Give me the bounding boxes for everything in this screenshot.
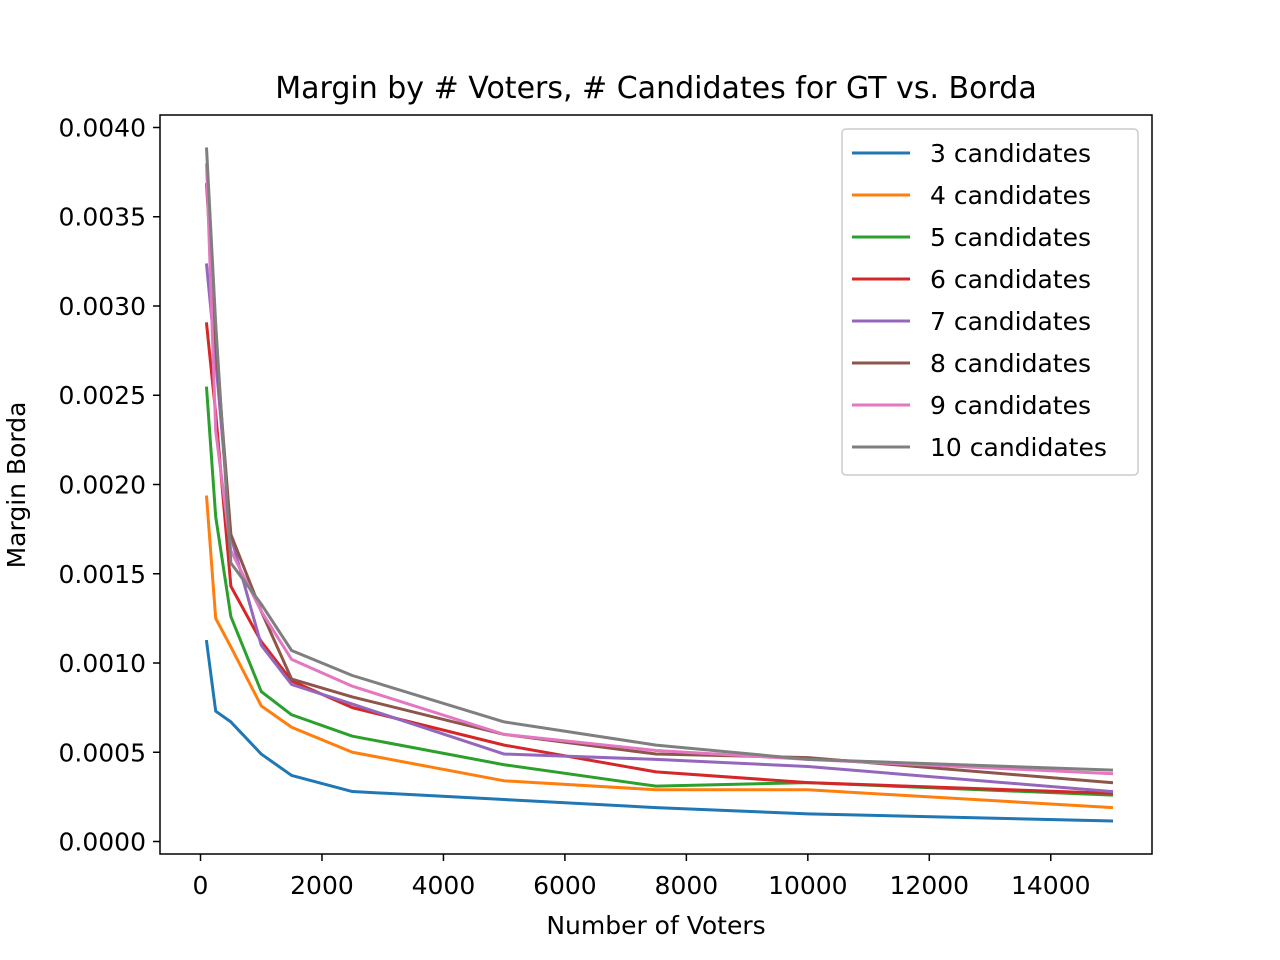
- y-tick-label: 0.0025: [59, 381, 146, 410]
- x-tick-label: 6000: [533, 871, 597, 900]
- y-tick-label: 0.0000: [59, 828, 146, 857]
- y-tick-label: 0.0010: [59, 649, 146, 678]
- series-line-8: [205, 147, 1114, 772]
- series-line-7: [205, 163, 1114, 776]
- series-line-2: [204, 495, 1114, 810]
- legend-label: 8 candidates: [930, 349, 1091, 378]
- y-tick-label: 0.0005: [59, 738, 146, 767]
- y-axis-ticks: 0.0000 0.0005 0.0010 0.0015 0.0020 0.0025 0.00…: [59, 113, 160, 857]
- legend-label: 10 candidates: [930, 433, 1107, 462]
- legend-label: 6 candidates: [930, 265, 1091, 294]
- legend-label: 3 candidates: [930, 139, 1091, 168]
- y-tick-label: 0.0030: [59, 292, 146, 321]
- series-line-3: [204, 386, 1114, 797]
- legend-label: 4 candidates: [930, 181, 1091, 210]
- series-line-1: [204, 639, 1114, 823]
- x-tick-label: 0: [193, 871, 209, 900]
- legend: 3 candidates 4 candidates 5 candidates 6 ca…: [841, 128, 1139, 476]
- legend-label: 9 candidates: [930, 391, 1091, 420]
- chart-title: Margin by # Voters, # Candidates for GT …: [275, 71, 1036, 106]
- x-tick-label: 10000: [768, 871, 848, 900]
- x-tick-label: 14000: [1011, 871, 1091, 900]
- legend-box: [841, 128, 1139, 476]
- legend-label: 5 candidates: [930, 223, 1091, 252]
- x-tick-label: 12000: [890, 871, 970, 900]
- y-tick-label: 0.0015: [59, 560, 146, 589]
- y-tick-label: 0.0035: [59, 203, 146, 232]
- legend-label: 7 candidates: [930, 307, 1091, 336]
- x-tick-label: 2000: [290, 871, 354, 900]
- x-tick-label: 8000: [655, 871, 719, 900]
- x-axis-ticks: 0 2000 4000 6000 8000 10000 12000 14000: [193, 854, 1091, 900]
- y-tick-label: 0.0040: [59, 113, 146, 142]
- series-layer: [204, 147, 1114, 823]
- y-tick-label: 0.0020: [59, 471, 146, 500]
- x-axis-label: Number of Voters: [546, 911, 765, 940]
- x-tick-label: 4000: [412, 871, 476, 900]
- y-axis-label: Margin Borda: [2, 402, 31, 569]
